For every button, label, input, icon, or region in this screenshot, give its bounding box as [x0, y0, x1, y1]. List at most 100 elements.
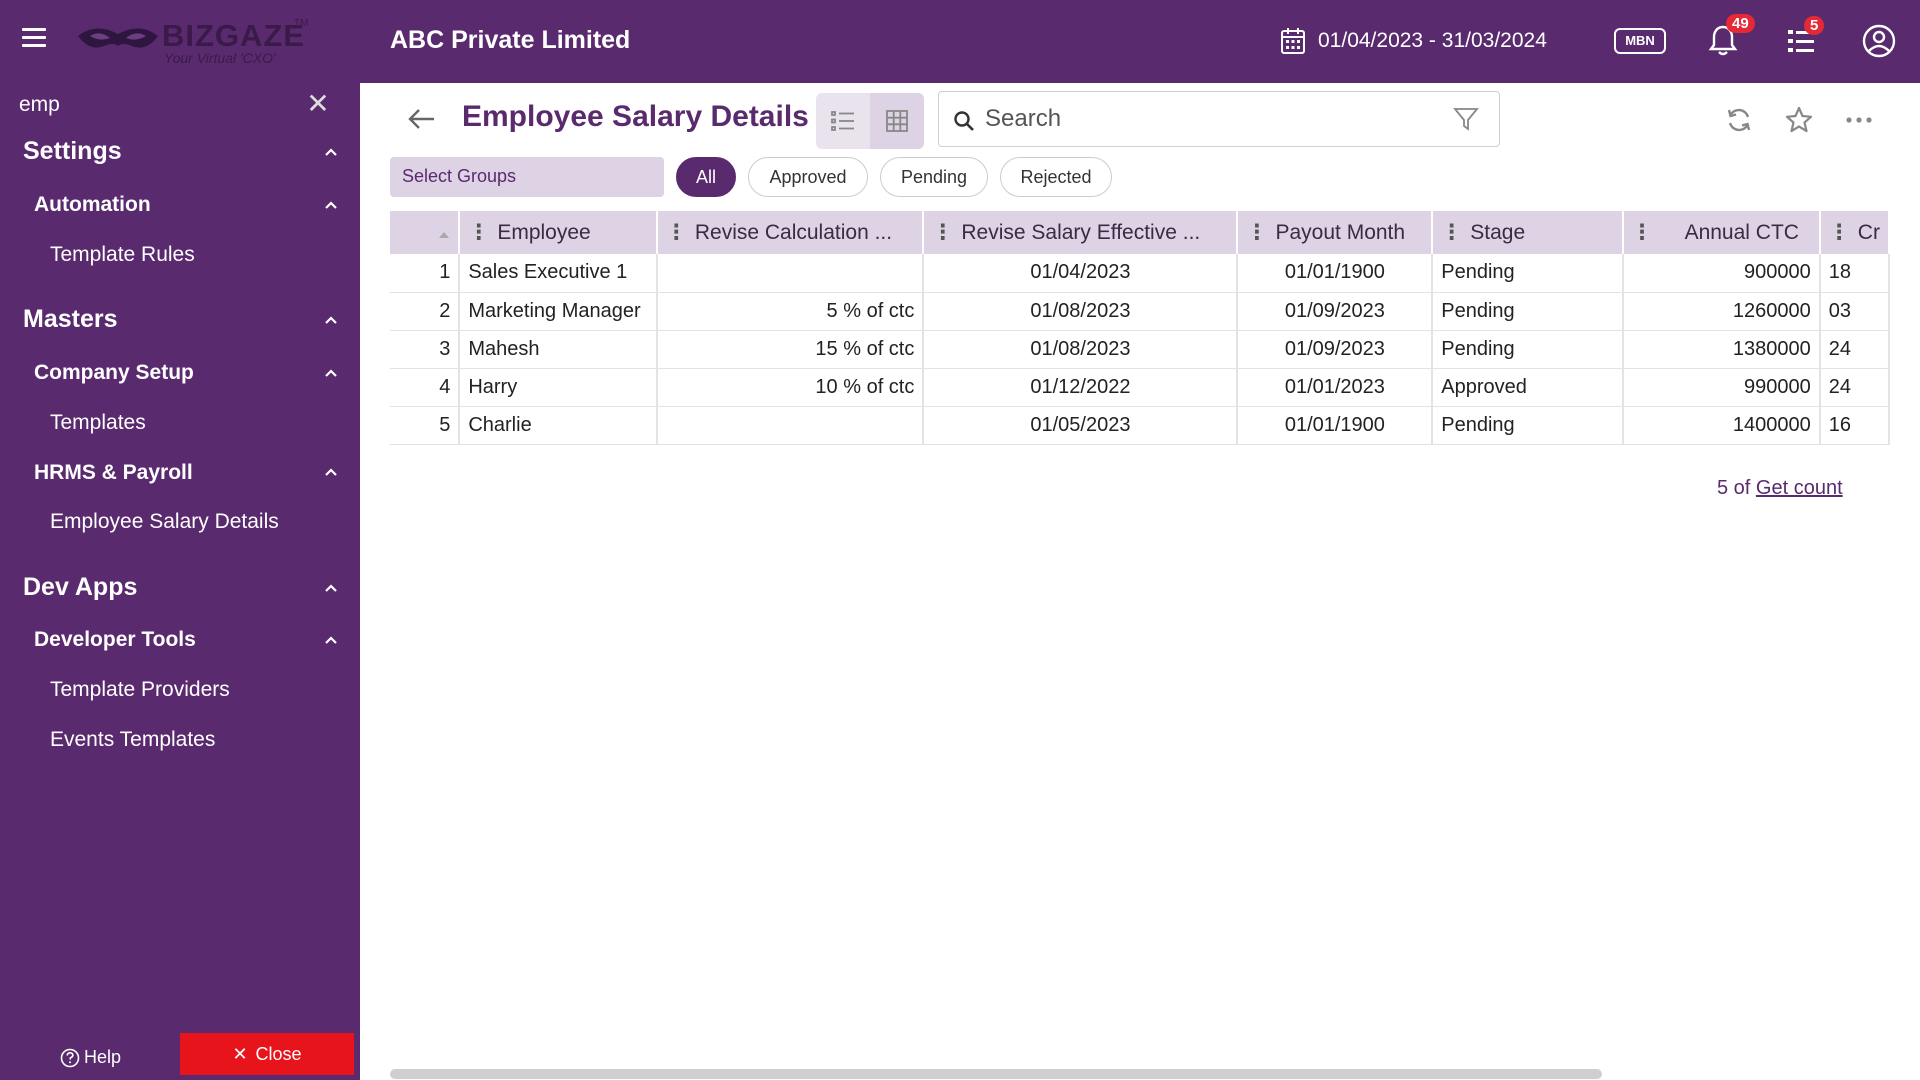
sidebar-item-templates[interactable]: Templates — [50, 411, 146, 435]
get-count-link[interactable]: Get count — [1755, 477, 1843, 499]
chevron-up-icon[interactable] — [324, 315, 338, 325]
revise-calculation-cell[interactable] — [656, 254, 925, 293]
cr-cell[interactable]: 03 — [1819, 292, 1890, 331]
column-drag-handle-icon[interactable]: ⋮ — [1441, 221, 1463, 244]
table-row[interactable]: 2 Marketing Manager 5 % of ctc 01/08/2023 01… — [390, 292, 1890, 331]
table-row[interactable]: 5 Charlie 01/05/2023 01/01/1900 Pending 14000… — [390, 406, 1890, 445]
clear-search-close-icon[interactable]: ✕ — [306, 88, 330, 119]
column-header-revise-calculation[interactable]: ⋮ Revise Calculation ... — [656, 211, 925, 254]
payout-month-cell[interactable]: 01/09/2023 — [1237, 330, 1434, 369]
cr-cell[interactable]: 24 — [1819, 368, 1890, 407]
cr-cell[interactable]: 18 — [1819, 254, 1890, 293]
cr-cell[interactable]: 24 — [1819, 330, 1890, 369]
revise-calculation-cell[interactable] — [656, 406, 925, 445]
chevron-up-icon[interactable] — [324, 635, 338, 645]
user-profile-button[interactable] — [1862, 24, 1896, 58]
notifications-button[interactable]: 49 — [1708, 14, 1755, 58]
table-row[interactable]: 1 Sales Executive 1 01/04/2023 01/01/1900 Pe… — [390, 254, 1890, 293]
chevron-up-icon[interactable] — [324, 583, 338, 593]
bizgaze-logo[interactable]: BIZGAZE TM Your Virtual 'CXO' — [76, 16, 308, 68]
payout-month-cell[interactable]: 01/09/2023 — [1237, 292, 1434, 331]
chevron-up-icon[interactable] — [324, 200, 338, 210]
sidebar-item-company-setup[interactable]: Company Setup — [34, 361, 194, 385]
row-number-cell[interactable]: 5 — [390, 406, 461, 445]
help-button[interactable]: Help — [60, 1047, 121, 1068]
stage-cell[interactable]: Pending — [1432, 292, 1624, 331]
cr-cell[interactable]: 16 — [1819, 406, 1890, 445]
effective-date-cell[interactable]: 01/05/2023 — [923, 406, 1239, 445]
sidebar-item-settings[interactable]: Settings — [23, 137, 122, 166]
column-header-employee[interactable]: ⋮ Employee — [459, 211, 658, 254]
column-drag-handle-icon[interactable]: ⋮ — [1828, 221, 1850, 244]
employee-cell[interactable]: Harry — [459, 368, 658, 407]
search-input[interactable]: Search — [938, 91, 1500, 147]
row-number-cell[interactable]: 3 — [390, 330, 461, 369]
sidebar-item-hrms-payroll[interactable]: HRMS & Payroll — [34, 461, 193, 485]
column-header-annual-ctc[interactable]: ⋮ Annual CTC — [1622, 211, 1821, 254]
row-number-cell[interactable]: 4 — [390, 368, 461, 407]
filter-chip-pending[interactable]: Pending — [880, 157, 988, 197]
sidebar-item-automation[interactable]: Automation — [34, 193, 151, 217]
column-header-revise-salary-effective[interactable]: ⋮ Revise Salary Effective ... — [923, 211, 1239, 254]
employee-cell[interactable]: Charlie — [459, 406, 658, 445]
company-name[interactable]: ABC Private Limited — [390, 26, 631, 54]
column-drag-handle-icon[interactable]: ⋮ — [932, 221, 954, 244]
chevron-up-icon[interactable] — [324, 467, 338, 477]
stage-cell[interactable]: Approved — [1432, 368, 1624, 407]
effective-date-cell[interactable]: 01/12/2022 — [923, 368, 1239, 407]
sidebar-item-events-templates[interactable]: Events Templates — [50, 728, 215, 752]
sidebar-item-template-rules[interactable]: Template Rules — [50, 243, 195, 267]
back-arrow-icon[interactable] — [406, 105, 438, 133]
stage-cell[interactable]: Pending — [1432, 330, 1624, 369]
column-header-payout-month[interactable]: ⋮ Payout Month — [1237, 211, 1434, 254]
grid-view-button[interactable] — [870, 93, 924, 149]
more-options-icon[interactable] — [1844, 105, 1874, 135]
employee-cell[interactable]: Marketing Manager — [459, 292, 658, 331]
annual-ctc-cell[interactable]: 1260000 — [1622, 292, 1821, 331]
column-drag-handle-icon[interactable]: ⋮ — [665, 221, 687, 244]
sidebar-item-developer-tools[interactable]: Developer Tools — [34, 628, 196, 652]
annual-ctc-cell[interactable]: 1380000 — [1622, 330, 1821, 369]
revise-calculation-cell[interactable]: 10 % of ctc — [656, 368, 925, 407]
effective-date-cell[interactable]: 01/04/2023 — [923, 254, 1239, 293]
sidebar-item-employee-salary-details[interactable]: Employee Salary Details — [50, 510, 279, 534]
row-number-header[interactable] — [390, 211, 461, 254]
chevron-up-icon[interactable] — [324, 147, 338, 157]
sidebar-item-dev-apps[interactable]: Dev Apps — [23, 573, 137, 602]
payout-month-cell[interactable]: 01/01/2023 — [1237, 368, 1434, 407]
row-number-cell[interactable]: 2 — [390, 292, 461, 331]
filter-icon[interactable] — [1453, 106, 1479, 132]
branch-badge[interactable]: MBN — [1614, 28, 1666, 54]
list-view-button[interactable] — [816, 93, 870, 149]
table-row[interactable]: 3 Mahesh 15 % of ctc 01/08/2023 01/09/2023 Pe… — [390, 330, 1890, 369]
row-number-cell[interactable]: 1 — [390, 254, 461, 293]
column-header-cr[interactable]: ⋮ Cr — [1819, 211, 1890, 254]
column-header-stage[interactable]: ⋮ Stage — [1432, 211, 1624, 254]
tasks-button[interactable]: 5 — [1786, 16, 1825, 58]
payout-month-cell[interactable]: 01/01/1900 — [1237, 254, 1434, 293]
effective-date-cell[interactable]: 01/08/2023 — [923, 330, 1239, 369]
stage-cell[interactable]: Pending — [1432, 406, 1624, 445]
employee-cell[interactable]: Mahesh — [459, 330, 658, 369]
annual-ctc-cell[interactable]: 900000 — [1622, 254, 1821, 293]
effective-date-cell[interactable]: 01/08/2023 — [923, 292, 1239, 331]
column-drag-handle-icon[interactable]: ⋮ — [1631, 221, 1653, 244]
employee-cell[interactable]: Sales Executive 1 — [459, 254, 658, 293]
hamburger-menu-icon[interactable] — [22, 28, 46, 48]
filter-chip-all[interactable]: All — [676, 157, 736, 197]
annual-ctc-cell[interactable]: 1400000 — [1622, 406, 1821, 445]
close-button[interactable]: ✕ Close — [180, 1033, 354, 1075]
revise-calculation-cell[interactable]: 15 % of ctc — [656, 330, 925, 369]
refresh-icon[interactable] — [1724, 105, 1754, 135]
column-drag-handle-icon[interactable]: ⋮ — [1246, 221, 1268, 244]
stage-cell[interactable]: Pending — [1432, 254, 1624, 293]
chevron-up-icon[interactable] — [324, 368, 338, 378]
filter-chip-approved[interactable]: Approved — [748, 157, 868, 197]
table-row[interactable]: 4 Harry 10 % of ctc 01/12/2022 01/01/2023 App… — [390, 368, 1890, 407]
select-groups-dropdown[interactable]: Select Groups — [390, 157, 664, 197]
horizontal-scrollbar[interactable] — [390, 1069, 1602, 1079]
annual-ctc-cell[interactable]: 990000 — [1622, 368, 1821, 407]
revise-calculation-cell[interactable]: 5 % of ctc — [656, 292, 925, 331]
column-drag-handle-icon[interactable]: ⋮ — [468, 221, 490, 244]
filter-chip-rejected[interactable]: Rejected — [1000, 157, 1112, 197]
